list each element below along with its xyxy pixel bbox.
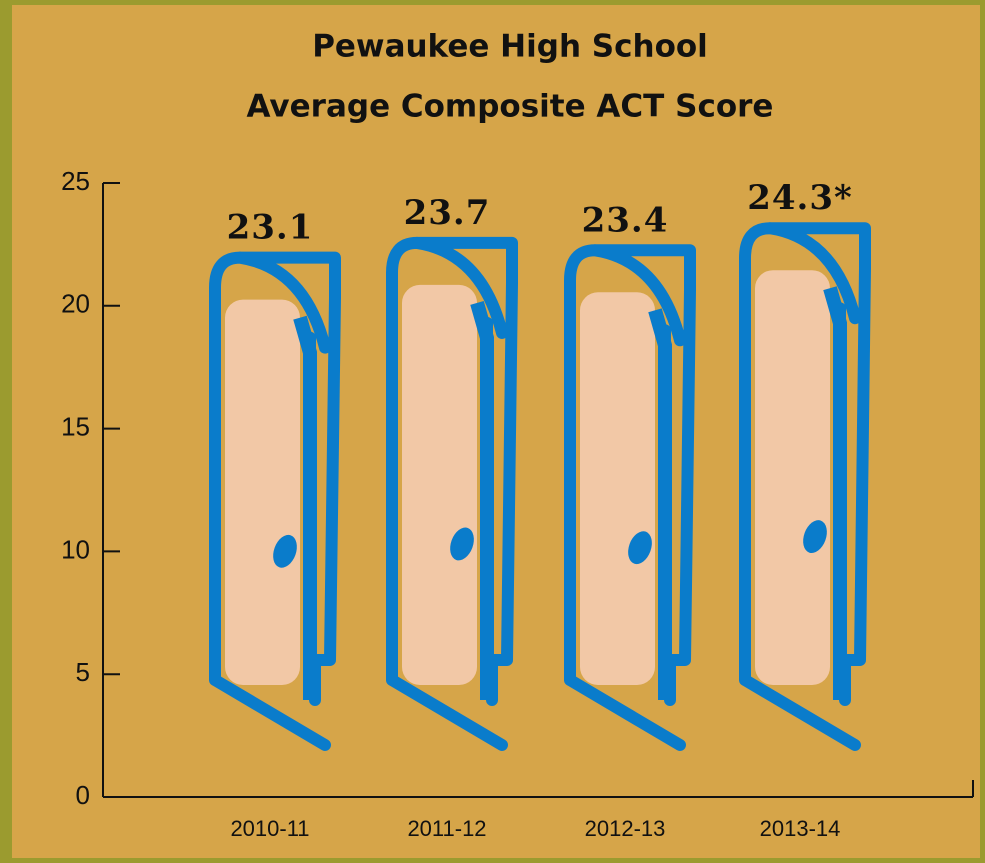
value-label: 23.1 (227, 208, 314, 248)
chart-subtitle: Average Composite ACT Score (247, 89, 774, 125)
y-tick-label: 10 (61, 534, 90, 564)
door-edge (293, 315, 317, 700)
door-frame (739, 222, 871, 751)
chart-title: Pewaukee High School (312, 29, 708, 65)
bar (209, 251, 341, 751)
y-tick-label: 0 (76, 780, 90, 810)
bar (564, 244, 696, 751)
door-edge (648, 308, 672, 700)
door-frame (386, 236, 518, 751)
x-tick-label: 2011-12 (407, 816, 486, 841)
door-frame (209, 251, 341, 751)
door-panel (402, 284, 477, 685)
y-tick-label: 25 (61, 166, 90, 196)
door-frame (564, 244, 696, 751)
door-knob (450, 527, 474, 561)
door-edge (470, 301, 494, 700)
x-tick-label: 2010-11 (230, 816, 309, 841)
door-panel (755, 270, 830, 685)
value-label: 23.4 (582, 200, 669, 240)
x-tick-label: 2013-14 (760, 816, 841, 841)
y-tick-label: 15 (61, 411, 90, 441)
y-tick-label: 20 (61, 289, 90, 319)
door-edge (823, 286, 847, 700)
door-panel (225, 299, 300, 685)
door-panel (580, 292, 655, 685)
y-tick-label: 5 (76, 657, 90, 687)
value-label: 24.3* (747, 178, 853, 218)
door-knob (803, 520, 827, 554)
value-label: 23.7 (404, 193, 491, 233)
door-knob (273, 534, 297, 568)
door-knob (628, 531, 652, 565)
x-tick-label: 2012-13 (585, 816, 666, 841)
bar (386, 236, 518, 751)
bar (739, 222, 871, 751)
